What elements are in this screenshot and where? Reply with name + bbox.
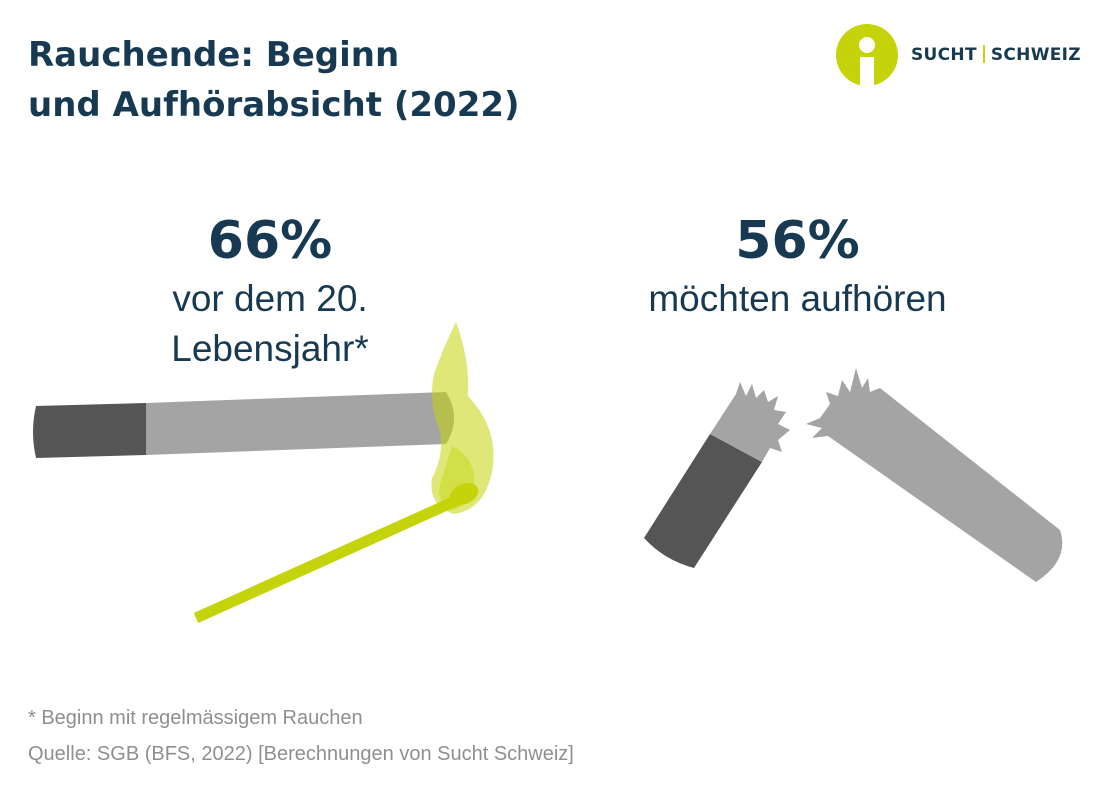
page-title: Rauchende: Beginn und Aufhörabsicht (202… xyxy=(28,30,648,130)
logo-text-right: SCHWEIZ xyxy=(990,45,1081,65)
source-note: Quelle: SGB (BFS, 2022) [Berechnungen vo… xyxy=(28,743,574,765)
title-line-2: und Aufhörabsicht (2022) xyxy=(28,85,520,125)
stat-value: 56% xyxy=(735,211,860,271)
stat-label: vor dem 20. Lebensjahr* xyxy=(105,274,435,374)
stat-label-line-1: möchten aufhören xyxy=(648,278,947,319)
stat-label-line-1: vor dem 20. xyxy=(172,278,368,319)
broken-cigarette-icon xyxy=(644,368,1063,582)
stat-start-before-20: 66% vor dem 20. Lebensjahr* xyxy=(105,208,435,374)
logo-text-left: SUCHT xyxy=(911,45,977,65)
sucht-schweiz-logo: SUCHT SCHWEIZ xyxy=(836,24,1086,88)
logo-wordmark: SUCHT SCHWEIZ xyxy=(911,45,1081,65)
stat-label-line-2: Lebensjahr* xyxy=(171,328,369,369)
logo-separator xyxy=(982,45,985,63)
footnote: * Beginn mit regelmässigem Rauchen xyxy=(28,707,363,729)
person-circle-icon xyxy=(836,24,898,86)
stat-value: 66% xyxy=(207,211,333,271)
stat-label: möchten aufhören xyxy=(600,274,995,324)
title-line-1: Rauchende: Beginn xyxy=(28,35,400,75)
stat-want-to-quit: 56% möchten aufhören xyxy=(600,208,995,324)
